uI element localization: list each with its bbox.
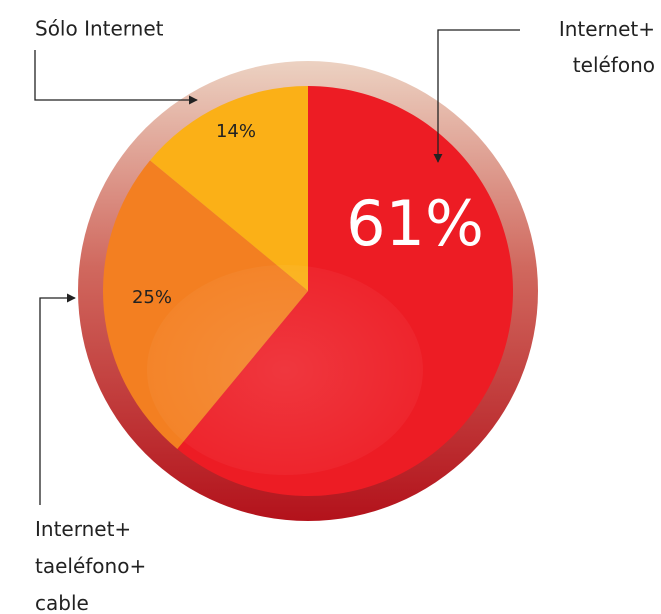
value-label: 61% [346, 187, 484, 260]
value-label: 25% [132, 287, 172, 308]
pie-slice [150, 86, 308, 291]
pie-highlight [147, 265, 423, 475]
category-label: Sólo Internet [35, 17, 164, 41]
category-label: Internet+ teléfono [559, 17, 655, 77]
category-label: Internet+ taeléfono+ cable [35, 517, 146, 614]
callout-line [34, 50, 198, 105]
callout-line [433, 29, 520, 163]
value-label: 14% [216, 121, 256, 142]
callout-line [39, 293, 76, 505]
